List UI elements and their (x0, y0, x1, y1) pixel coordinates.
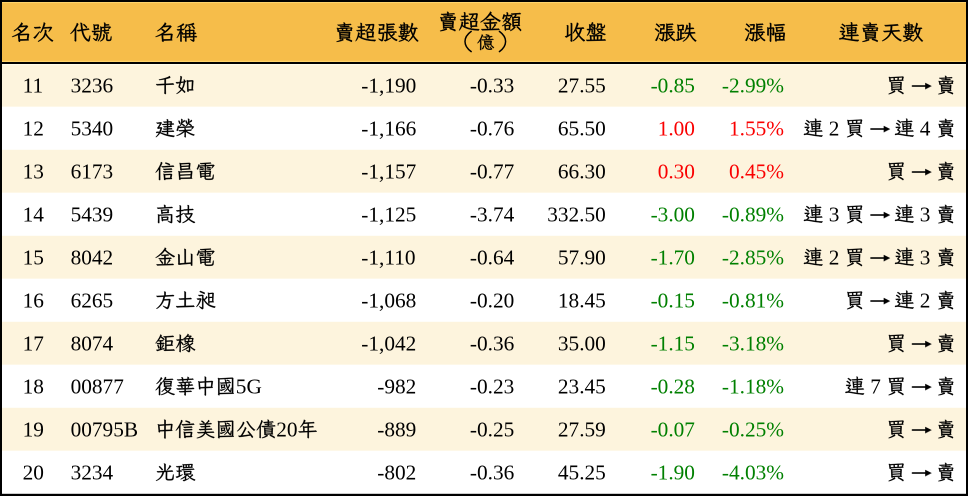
svg-text:-0.77: -0.77 (470, 159, 515, 183)
svg-text:3: 3 (920, 202, 931, 226)
svg-text:19: 19 (23, 417, 44, 441)
svg-text:-0.20: -0.20 (470, 288, 514, 312)
svg-text:-1,042: -1,042 (361, 331, 416, 355)
svg-text:-3.74: -3.74 (470, 202, 515, 226)
svg-text:3236: 3236 (71, 73, 114, 97)
svg-text:-982: -982 (377, 374, 416, 398)
svg-text:-0.25: -0.25 (470, 417, 514, 441)
svg-text:2: 2 (920, 288, 931, 312)
svg-text:45.25: 45.25 (558, 460, 606, 484)
svg-text:66.30: 66.30 (558, 159, 606, 183)
svg-text:17: 17 (23, 331, 45, 355)
svg-text:3: 3 (920, 245, 931, 269)
svg-text:-3.00: -3.00 (651, 202, 695, 226)
svg-text:-1.70: -1.70 (651, 245, 695, 269)
svg-text:15: 15 (23, 245, 44, 269)
svg-text:332.50: 332.50 (547, 202, 606, 226)
svg-text:57.90: 57.90 (558, 245, 606, 269)
svg-text:8042: 8042 (71, 245, 114, 269)
svg-text:6265: 6265 (71, 288, 114, 312)
svg-text:12: 12 (23, 116, 44, 140)
svg-text:-1,125: -1,125 (361, 202, 416, 226)
svg-text:-1.15: -1.15 (651, 331, 695, 355)
svg-text:20: 20 (23, 460, 44, 484)
svg-text:0.45%: 0.45% (729, 159, 784, 183)
svg-text:-0.25%: -0.25% (722, 417, 784, 441)
svg-text:-3.18%: -3.18% (722, 331, 784, 355)
svg-text:-0.89%: -0.89% (722, 202, 784, 226)
svg-text:-0.85: -0.85 (651, 73, 695, 97)
svg-text:-0.23: -0.23 (470, 374, 514, 398)
svg-text:1.55%: 1.55% (729, 116, 784, 140)
svg-text:2: 2 (829, 245, 840, 269)
svg-text:13: 13 (23, 159, 44, 183)
svg-text:18: 18 (23, 374, 44, 398)
svg-text:6173: 6173 (71, 159, 114, 183)
svg-text:5G: 5G (236, 374, 262, 398)
svg-text:5340: 5340 (71, 116, 114, 140)
svg-text:-889: -889 (377, 417, 416, 441)
svg-text:-0.81%: -0.81% (722, 288, 784, 312)
svg-text:-1,157: -1,157 (361, 159, 416, 183)
svg-text:-0.07: -0.07 (651, 417, 696, 441)
svg-text:-1.90: -1.90 (651, 460, 695, 484)
svg-text:14: 14 (23, 202, 45, 226)
svg-text:65.50: 65.50 (558, 116, 606, 140)
svg-text:3: 3 (829, 202, 840, 226)
svg-text:-1,110: -1,110 (361, 245, 415, 269)
svg-text:35.00: 35.00 (558, 331, 606, 355)
svg-text:7: 7 (870, 374, 881, 398)
svg-text:27.55: 27.55 (558, 73, 606, 97)
svg-text:4: 4 (920, 116, 931, 140)
svg-text:-0.64: -0.64 (470, 245, 515, 269)
svg-text:00795B: 00795B (71, 417, 138, 441)
svg-text:2: 2 (829, 116, 840, 140)
svg-text:00877: 00877 (71, 374, 125, 398)
svg-text:11: 11 (23, 73, 44, 97)
svg-text:-4.03%: -4.03% (722, 460, 784, 484)
svg-text:-1,190: -1,190 (361, 73, 416, 97)
svg-text:-1.18%: -1.18% (722, 374, 784, 398)
svg-text:-802: -802 (377, 460, 416, 484)
svg-text:-0.33: -0.33 (470, 73, 514, 97)
svg-text:23.45: 23.45 (558, 374, 606, 398)
svg-text:-0.36: -0.36 (470, 460, 515, 484)
svg-text:-0.36: -0.36 (470, 331, 515, 355)
svg-text:-2.99%: -2.99% (722, 73, 784, 97)
svg-text:3234: 3234 (71, 460, 114, 484)
svg-text:-1,068: -1,068 (361, 288, 416, 312)
svg-text:1.00: 1.00 (658, 116, 695, 140)
svg-text:8074: 8074 (71, 331, 114, 355)
svg-text:16: 16 (23, 288, 45, 312)
svg-text:18.45: 18.45 (558, 288, 606, 312)
svg-text:-0.28: -0.28 (651, 374, 695, 398)
svg-text:5439: 5439 (71, 202, 114, 226)
svg-text:20: 20 (276, 417, 297, 441)
svg-text:-1,166: -1,166 (361, 116, 416, 140)
svg-text:0.30: 0.30 (658, 159, 695, 183)
svg-text:-0.15: -0.15 (651, 288, 695, 312)
svg-text:27.59: 27.59 (558, 417, 606, 441)
svg-text:-2.85%: -2.85% (722, 245, 784, 269)
svg-text:-0.76: -0.76 (470, 116, 515, 140)
